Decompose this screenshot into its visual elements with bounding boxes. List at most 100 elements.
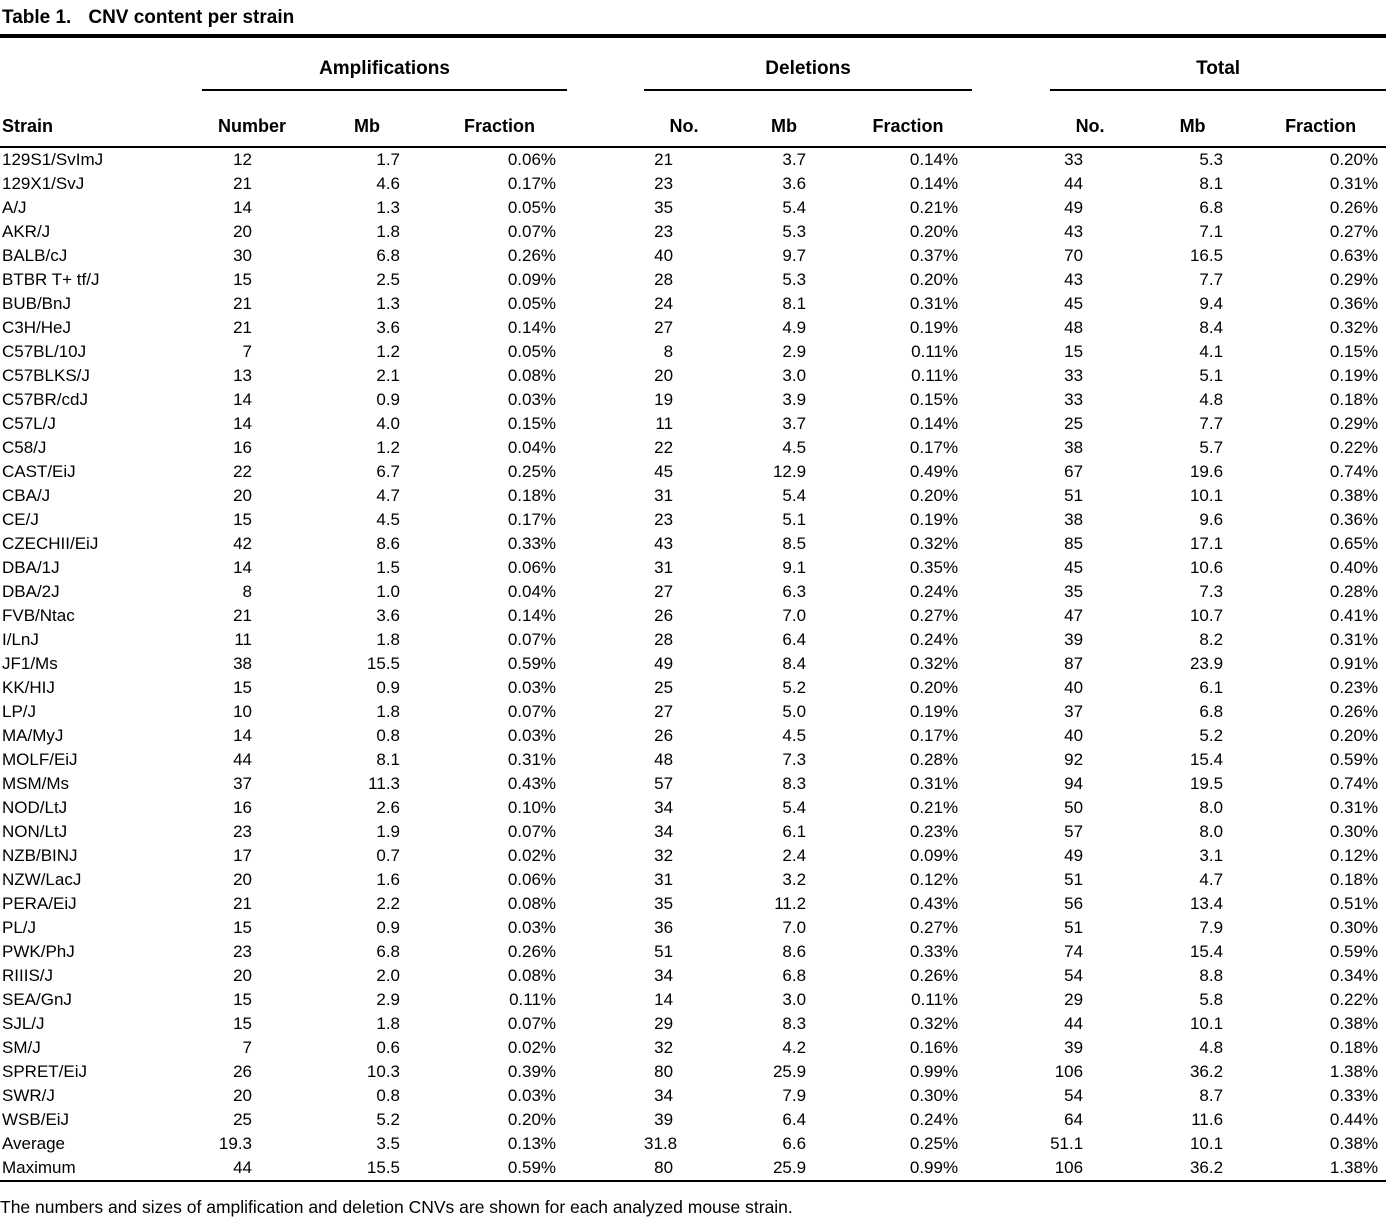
column-gap xyxy=(972,508,1050,532)
table-row: C57L/J 14 4.0 0.15% 11 3.7 0.14% 25 7.7 0.29% xyxy=(0,412,1386,436)
column-gap xyxy=(567,340,644,364)
value-cell: 38 xyxy=(1064,438,1084,457)
value-cell: 0.6 xyxy=(376,1038,400,1057)
value-cell: 0.03% xyxy=(507,678,557,697)
value-cell: 0.26% xyxy=(1329,198,1379,217)
value-cell: 14 xyxy=(233,390,252,409)
value-cell: 19.5 xyxy=(1189,774,1224,793)
col-header-tot-mb: Mb xyxy=(1130,90,1256,148)
value-cell: 0.12% xyxy=(1329,846,1379,865)
table-row: SEA/GnJ 15 2.9 0.11% 14 3.0 0.11% 29 5.8 0.22% xyxy=(0,988,1386,1012)
strain-cell: AKR/J xyxy=(2,222,51,241)
col-header-amp-number: Number xyxy=(202,90,302,148)
value-cell: 8.0 xyxy=(1199,798,1224,817)
table-row: Maximum 44 15.5 0.59% 80 25.9 0.99% 106 36.2 1.38… xyxy=(0,1156,1386,1182)
value-cell: 6.4 xyxy=(782,1110,807,1129)
value-cell: 0.27% xyxy=(909,918,959,937)
value-cell: 15 xyxy=(233,1014,252,1033)
value-cell: 17.1 xyxy=(1189,534,1224,553)
value-cell: 0.8 xyxy=(376,726,400,745)
table-footnote: The numbers and sizes of amplification a… xyxy=(0,1197,793,1217)
value-cell: 0.43% xyxy=(909,894,959,913)
table-row: BALB/cJ 30 6.8 0.26% 40 9.7 0.37% 70 16.5 0.63% xyxy=(0,244,1386,268)
column-gap xyxy=(972,316,1050,340)
col-header-tot-no: No. xyxy=(1050,90,1131,148)
value-cell: 14 xyxy=(233,726,252,745)
value-cell: 1.8 xyxy=(376,1014,400,1033)
table-row: LP/J 10 1.8 0.07% 27 5.0 0.19% 37 6.8 0.26% xyxy=(0,700,1386,724)
value-cell: 5.0 xyxy=(782,702,807,721)
value-cell: 80 xyxy=(654,1062,674,1081)
table-row: DBA/2J 8 1.0 0.04% 27 6.3 0.24% 35 7.3 0.28% xyxy=(0,580,1386,604)
value-cell: 45 xyxy=(1064,558,1084,577)
column-gap xyxy=(567,772,644,796)
strain-cell: C3H/HeJ xyxy=(2,318,71,337)
strain-cell: KK/HIJ xyxy=(2,678,55,697)
table-title-label: Table 1. xyxy=(2,7,72,28)
value-cell: 1.2 xyxy=(376,342,400,361)
value-cell: 0.26% xyxy=(1329,702,1379,721)
value-cell: 1.5 xyxy=(376,558,400,577)
value-cell: 0.30% xyxy=(909,1086,959,1105)
column-gap xyxy=(972,388,1050,412)
value-cell: 17 xyxy=(233,846,252,865)
column-gap xyxy=(567,316,644,340)
value-cell: 4.9 xyxy=(782,318,807,337)
column-gap xyxy=(567,556,644,580)
column-gap xyxy=(567,964,644,988)
table-row: CAST/EiJ 22 6.7 0.25% 45 12.9 0.49% 67 19.6 0.74% xyxy=(0,460,1386,484)
column-gap xyxy=(567,1084,644,1108)
value-cell: 25 xyxy=(654,678,674,697)
value-cell: 0.32% xyxy=(909,654,959,673)
column-gap xyxy=(972,532,1050,556)
value-cell: 6.1 xyxy=(782,822,807,841)
value-cell: 0.16% xyxy=(909,1038,959,1057)
value-cell: 21 xyxy=(233,318,252,337)
column-gap xyxy=(567,652,644,676)
value-cell: 6.8 xyxy=(782,966,807,985)
value-cell: 0.74% xyxy=(1329,462,1379,481)
value-cell: 0.19% xyxy=(909,510,959,529)
strain-cell: LP/J xyxy=(2,702,37,721)
column-gap xyxy=(972,1156,1051,1182)
column-gap xyxy=(567,36,645,148)
value-cell: 11 xyxy=(234,630,252,649)
value-cell: 6.1 xyxy=(1199,678,1224,697)
value-cell: 19 xyxy=(654,390,674,409)
table-row: BTBR T+ tf/J 15 2.5 0.09% 28 5.3 0.20% 43 7.7 0.2… xyxy=(0,268,1386,292)
strain-cell: DBA/2J xyxy=(2,582,60,601)
value-cell: 0.59% xyxy=(1329,750,1379,769)
value-cell: 27 xyxy=(654,582,674,601)
value-cell: 0.36% xyxy=(1329,510,1379,529)
value-cell: 0.38% xyxy=(1329,1014,1379,1033)
value-cell: 4.5 xyxy=(376,510,400,529)
table-row: CBA/J 20 4.7 0.18% 31 5.4 0.20% 51 10.1 0.38% xyxy=(0,484,1386,508)
value-cell: 0.21% xyxy=(909,198,959,217)
strain-cell: 129S1/SvImJ xyxy=(2,150,104,169)
value-cell: 15.5 xyxy=(302,1156,432,1182)
value-cell: 21 xyxy=(654,150,674,169)
table-row: CE/J 15 4.5 0.17% 23 5.1 0.19% 38 9.6 0.36% xyxy=(0,508,1386,532)
table-row: A/J 14 1.3 0.05% 35 5.4 0.21% 49 6.8 0.26% xyxy=(0,196,1386,220)
value-cell: 0.74% xyxy=(1329,774,1379,793)
value-cell: 38 xyxy=(233,654,252,673)
value-cell: 11.6 xyxy=(1191,1110,1224,1129)
col-header-amp-mb: Mb xyxy=(302,90,432,148)
value-cell: 20 xyxy=(233,870,252,889)
table-row: PWK/PhJ 23 6.8 0.26% 51 8.6 0.33% 74 15.4 0.59% xyxy=(0,940,1386,964)
column-gap xyxy=(567,916,644,940)
value-cell: 3.5 xyxy=(376,1134,400,1153)
value-cell: 5.4 xyxy=(782,486,807,505)
value-cell: 0.41% xyxy=(1329,606,1379,625)
value-cell: 31 xyxy=(654,870,674,889)
value-cell: 20 xyxy=(233,966,252,985)
value-cell: 0.9 xyxy=(376,390,400,409)
strain-cell: PL/J xyxy=(2,918,37,937)
table-row: CZECHII/EiJ 42 8.6 0.33% 43 8.5 0.32% 85 17.1 0.6… xyxy=(0,532,1386,556)
value-cell: 0.07% xyxy=(507,630,557,649)
column-gap xyxy=(567,1156,645,1182)
value-cell: 74 xyxy=(1064,942,1084,961)
strain-cell: MOLF/EiJ xyxy=(2,750,78,769)
value-cell: 5.4 xyxy=(782,798,807,817)
